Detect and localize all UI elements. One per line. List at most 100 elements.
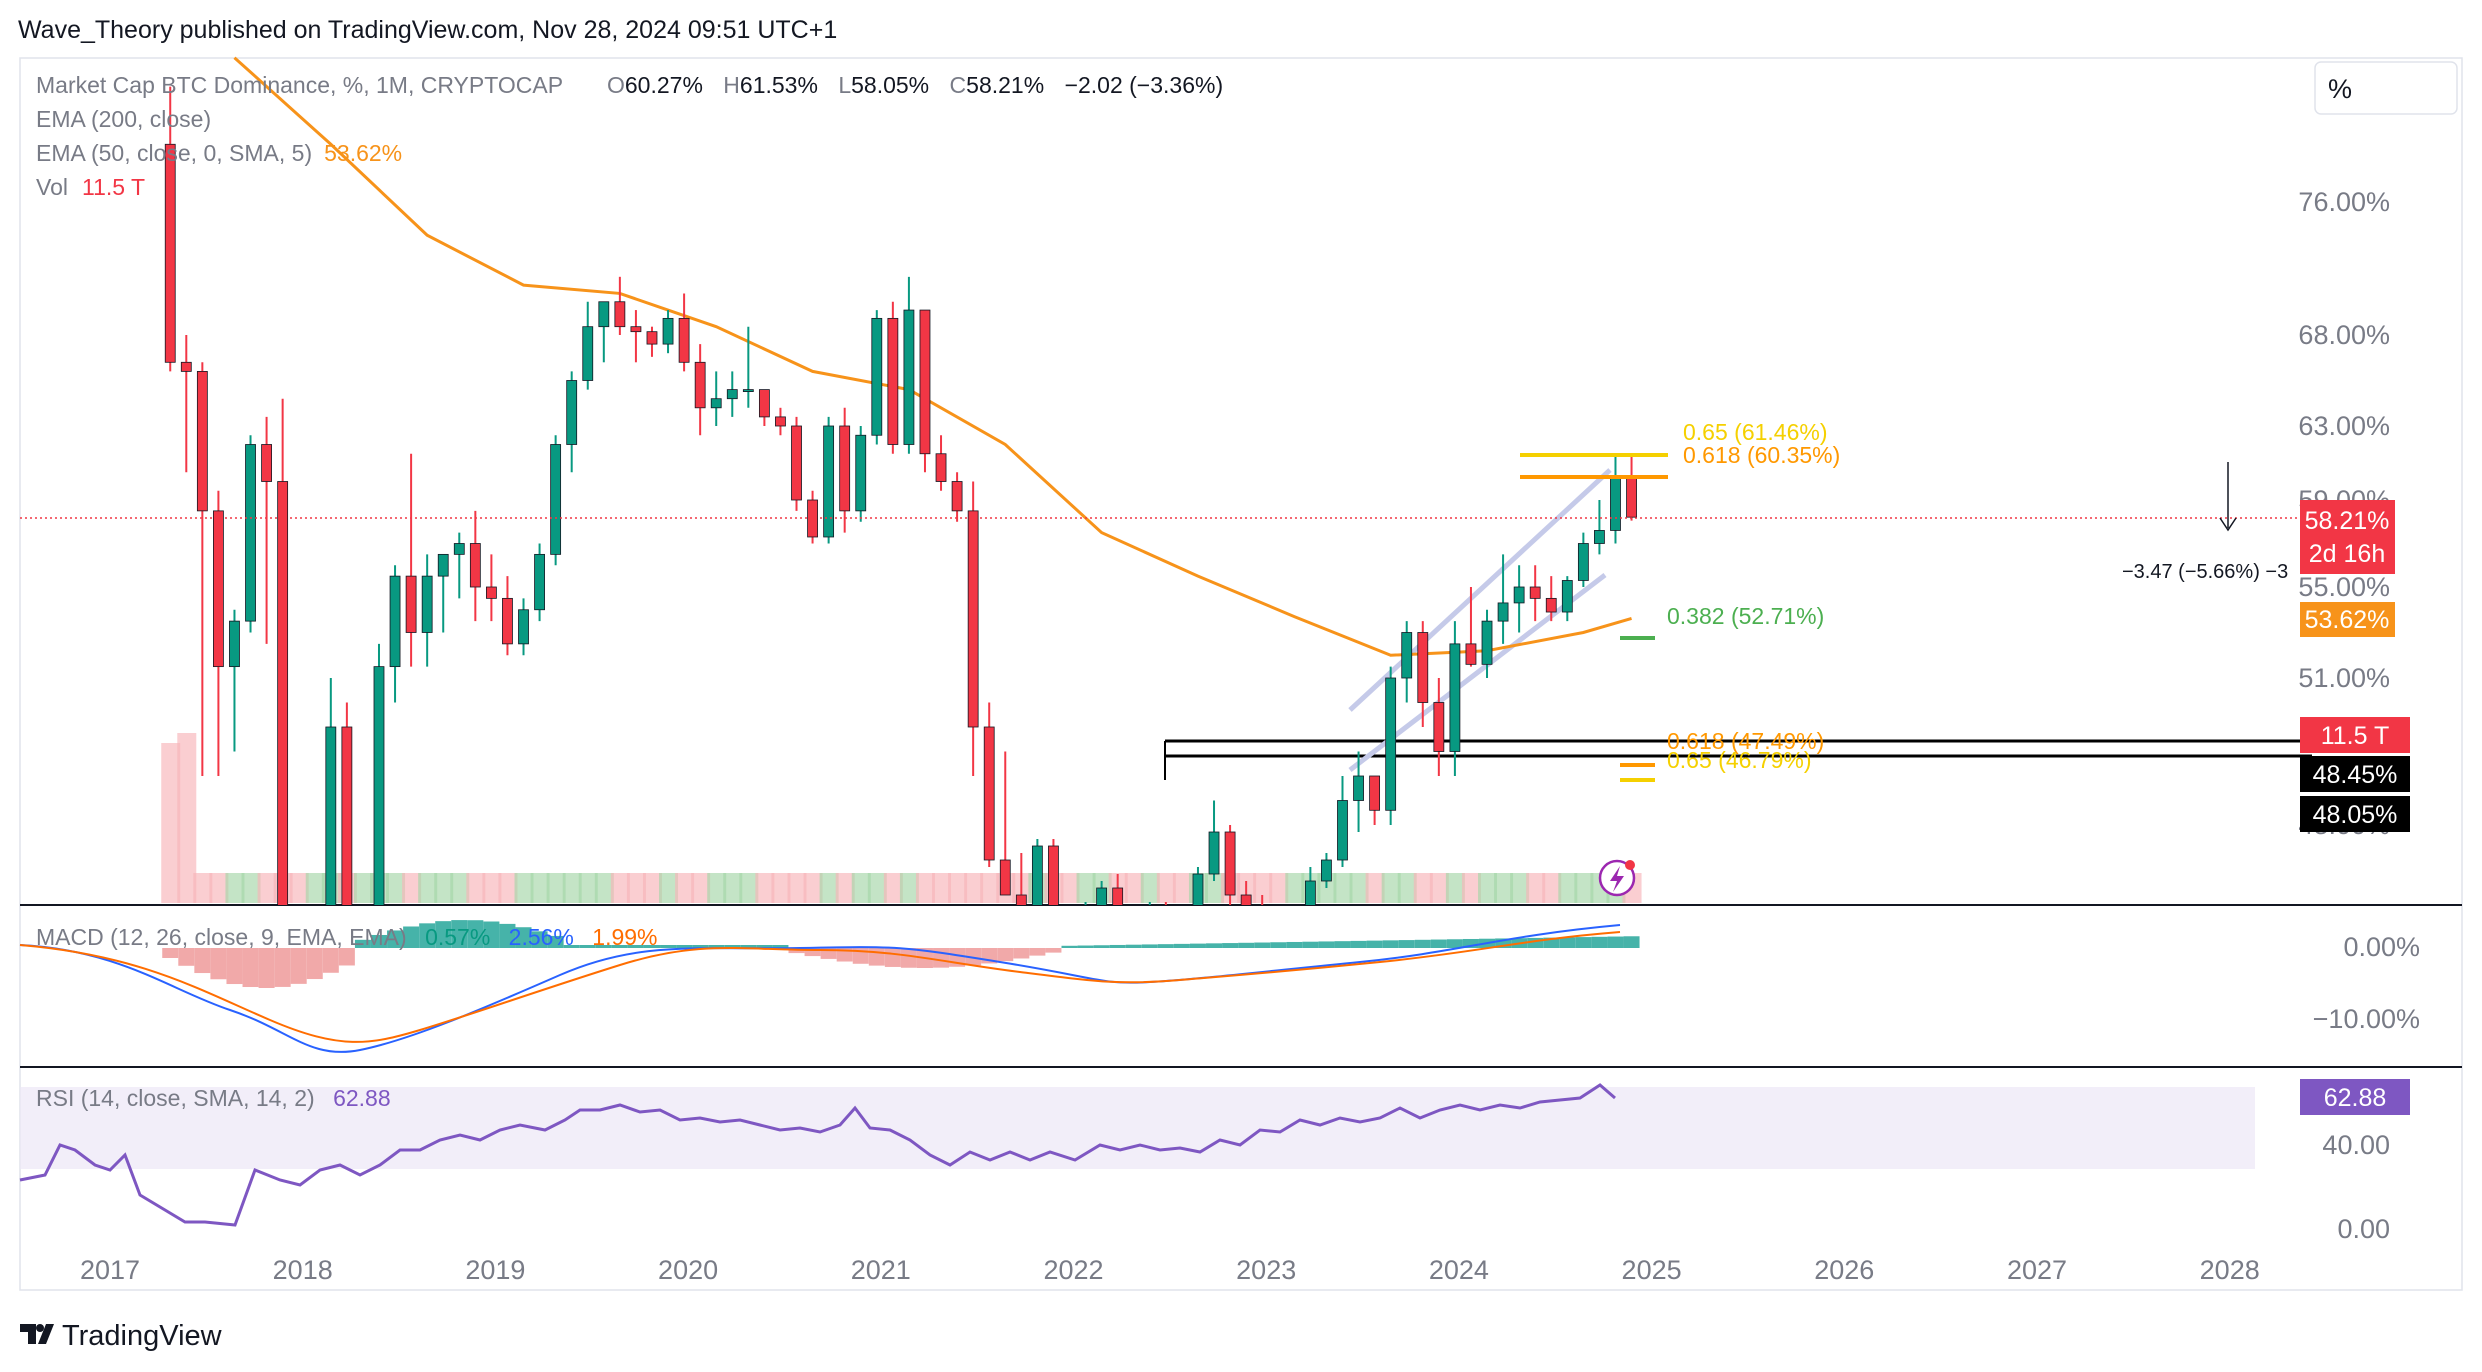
measure-tool[interactable]: −3.47 (−5.66%) −3 [2122,462,2288,583]
volume-bar [610,873,630,903]
candle-body [1257,909,1267,937]
rsi-axis-tick: 40.00 [2322,1130,2390,1160]
candle-body [341,726,353,905]
volume-bar [305,873,325,903]
candle-body [1529,586,1541,599]
volume-bar [418,873,438,903]
volume-bar [1445,873,1465,903]
volume-bar [1381,873,1401,903]
macd-hist-bar [1398,940,1415,948]
candle-body [405,575,417,633]
volume-bar [1461,873,1481,903]
tradingview-logo: TradingView [20,1320,223,1352]
candle-body [180,361,192,372]
candles [164,86,1637,937]
macd-hist-bar [547,935,564,948]
candle-body [245,444,256,622]
y-axis-tick: 51.00% [2298,663,2390,693]
macd-hist-bar [1366,940,1383,948]
macd-hist-bar [1623,936,1640,948]
volume-bar [1510,873,1530,903]
percent-scale-button[interactable]: % [2314,61,2458,115]
volume-bar [1076,873,1096,903]
macd-hist-bar [338,948,355,966]
legend: Market Cap BTC Dominance, %, 1M, CRYPTOC… [36,72,1223,200]
candle-body [1048,845,1059,905]
y-axis-tick: 63.00% [2298,411,2390,441]
macd-hist-bar [1575,937,1592,948]
macd-hist-bar [997,948,1014,962]
macd-hist-bar [1318,941,1335,948]
x-axis-tick-2017: 2017 [80,1255,140,1285]
macd-hist-bar [306,948,323,980]
volume-bar [1526,873,1546,903]
macd-hist-bar [1045,948,1062,953]
candle-body [389,575,401,668]
macd-hist-bar [435,921,452,948]
candle-body [598,301,610,328]
volume-bar [546,873,566,903]
candle-body [453,543,465,555]
macd-hist-bar [884,948,901,967]
legend-vol[interactable]: Vol 11.5 T [36,174,145,200]
macd-hist-bar [1527,937,1544,948]
macd-hist-bar [1157,944,1174,948]
macd-hist-bar [515,927,532,948]
macd-hist-bar [354,939,371,948]
vol-badge: 11.5 T [2300,717,2410,753]
rsi-legend[interactable]: RSI (14, close, SMA, 14, 2) 62.88 [36,1085,391,1111]
candle-body [1417,632,1429,703]
volume-bar [434,873,454,903]
candle-body [951,481,963,512]
candle-body [871,317,883,436]
rsi-pane [19,1083,1616,1227]
volume-bar [642,873,662,903]
y-axis-tick: 68.00% [2298,320,2390,350]
x-axis-tick-2024: 2024 [1429,1255,1489,1285]
macd-hist-bar [1125,944,1142,948]
macd-legend[interactable]: MACD (12, 26, close, 9, EMA, EMA) 0.57% … [36,924,658,950]
macd-signal-line [19,931,1621,1043]
volume-bar [675,873,695,903]
macd-hist-bar [1189,943,1206,948]
fib-label-065-top: 0.65 (61.46%) [1683,419,1827,445]
macd-hist-bar [660,945,677,948]
macd-hist-bar [1061,945,1078,948]
macd-hist-bar [178,948,195,966]
volume-bar [755,873,775,903]
candle-body [791,425,802,501]
x-axis-tick-2025: 2025 [1622,1255,1682,1285]
legend-open-key: O [607,72,625,98]
rsi-axis-tick: 0.00 [2337,1214,2390,1244]
candle-body [1161,909,1171,937]
volume-bar [1285,873,1305,903]
volume-bar [1397,873,1417,903]
legend-ema200[interactable]: EMA (200, close) [36,106,211,132]
candle-body [807,499,818,538]
macd-hist-bar [1414,939,1431,948]
candle-body [229,620,240,668]
candle-body [1577,543,1589,581]
measure-arrowhead [2219,517,2237,532]
candle-body [1385,677,1397,811]
macd-hist-bar [1077,945,1094,948]
rsi-badge: 62.88 [2300,1079,2410,1115]
macd-hist-bar [1591,936,1608,948]
y-axis-tick: 55.00% [2298,572,2390,602]
legend-low-key: L [838,72,851,98]
macd-hist-bar [1430,939,1447,948]
volume-bar [835,873,855,903]
macd-axis-tick: −10.00% [2313,1004,2420,1034]
legend-symbol[interactable]: Market Cap BTC Dominance, %, 1M, CRYPTOC… [36,72,563,98]
macd-hist-bar [772,945,789,948]
macd-hist-bar [1462,938,1479,948]
flash-icon[interactable] [1598,859,1636,897]
volume-bar [161,743,181,903]
candle-body [775,416,786,427]
legend-ema50[interactable]: EMA (50, close, 0, SMA, 5) 53.62% [36,140,402,166]
volume-bar [530,873,550,903]
x-axis-tick-2020: 2020 [658,1255,718,1285]
candle-body [903,309,915,445]
volume-bar [932,873,952,903]
